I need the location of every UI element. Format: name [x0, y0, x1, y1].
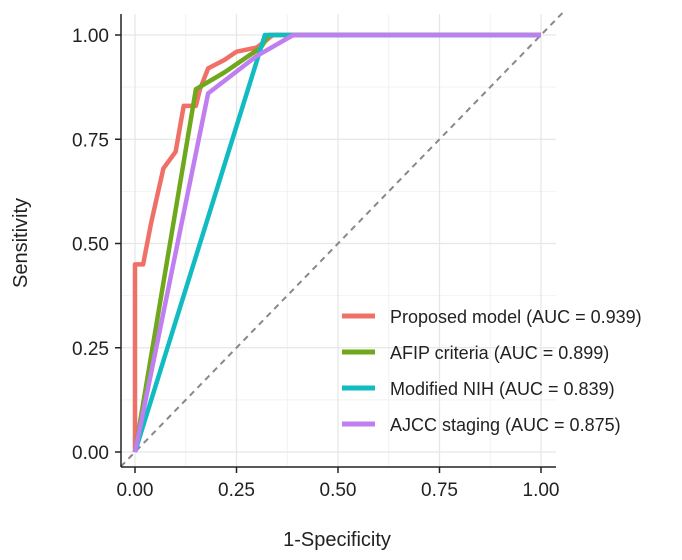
legend-label-3: AJCC staging (AUC = 0.875)	[390, 415, 621, 435]
legend-label-0: Proposed model (AUC = 0.939)	[390, 307, 642, 327]
x-axis-title: 1-Specificity	[283, 529, 391, 551]
x-tick-label: 0.50	[320, 480, 357, 501]
y-tick-label: 0.50	[72, 235, 109, 256]
grid-layer	[121, 14, 556, 467]
x-tick-label: 1.00	[523, 480, 560, 501]
axes-layer: 0.00 0.25 0.50 0.75 1.00 0.00 0.25 0.50 0.75 1.00	[72, 14, 559, 501]
y-axis-title: Sensitivity	[10, 198, 32, 288]
y-tick-label: 0.25	[72, 339, 109, 360]
series-line-0	[132, 32, 541, 452]
x-tick-label: 0.25	[218, 480, 255, 501]
legend: Proposed model (AUC = 0.939) AFIP criteri…	[342, 307, 642, 435]
legend-label-1: AFIP criteria (AUC = 0.899)	[390, 343, 609, 363]
series-line-3	[132, 32, 541, 453]
y-tick-label: 1.00	[72, 26, 109, 47]
x-tick-label: 0.00	[117, 480, 154, 501]
legend-label-2: Modified NIH (AUC = 0.839)	[390, 379, 615, 399]
x-tick-label: 0.75	[421, 480, 458, 501]
diagonal-reference-line	[120, 11, 565, 468]
series-layer	[132, 32, 541, 453]
y-tick-label: 0.75	[72, 130, 109, 151]
reference-layer	[120, 11, 565, 468]
y-tick-label: 0.00	[72, 443, 109, 464]
